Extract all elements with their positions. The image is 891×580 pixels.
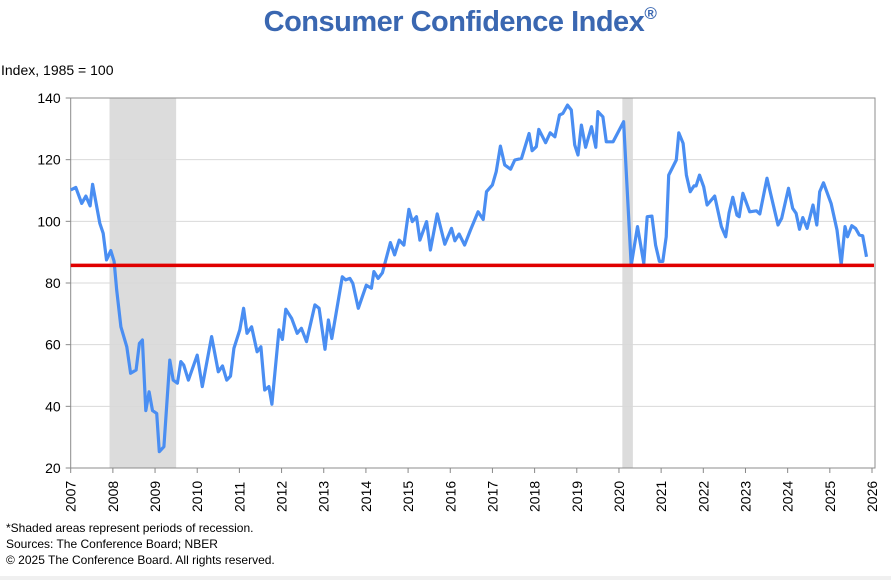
y-tick-label: 40 (45, 398, 61, 414)
y-tick-label: 120 (37, 152, 61, 168)
y-tick-label: 80 (45, 275, 61, 291)
footnote-recession: *Shaded areas represent periods of reces… (6, 521, 254, 535)
x-tick-label: 2026 (864, 481, 880, 512)
x-tick-label: 2014 (358, 481, 374, 512)
chart-title-text: Consumer Confidence Index (263, 6, 645, 38)
plot-frame (70, 97, 876, 469)
series-line-consumer-confidence (69, 103, 869, 454)
x-tick-label: 2020 (611, 481, 627, 512)
y-axis-label: Index, 1985 = 100 (1, 62, 114, 78)
x-tick-label: 2017 (484, 481, 500, 512)
y-tick-label: 140 (37, 90, 61, 106)
x-tick-label: 2023 (737, 481, 753, 512)
x-tick-label: 2010 (189, 481, 205, 512)
x-tick-label: 2016 (442, 481, 458, 512)
registered-mark: ® (644, 4, 657, 23)
x-tick-label: 2019 (569, 481, 585, 512)
chart-title: Consumer Confidence Index® (0, 4, 891, 39)
x-tick-label: 2009 (147, 481, 163, 512)
x-tick-label: 2025 (822, 481, 838, 512)
y-tick-label: 20 (45, 460, 61, 476)
x-tick-label: 2015 (400, 481, 416, 512)
x-tick-label: 2021 (653, 481, 669, 512)
x-tick-label: 2018 (527, 481, 543, 512)
x-tick-label: 2024 (780, 481, 796, 512)
footnote-copyright: © 2025 The Conference Board. All rights … (6, 553, 275, 567)
x-tick-label: 2012 (274, 481, 290, 512)
x-tick-label: 2008 (105, 481, 121, 512)
y-tick-label: 100 (37, 213, 61, 229)
x-tick-label: 2022 (695, 481, 711, 512)
x-tick-label: 2007 (63, 481, 79, 512)
x-tick-label: 2011 (231, 482, 247, 512)
bottom-strip (0, 576, 891, 580)
x-tick-label: 2013 (316, 481, 332, 512)
y-tick-label: 60 (45, 337, 61, 353)
footnote-sources: Sources: The Conference Board; NBER (6, 537, 218, 551)
